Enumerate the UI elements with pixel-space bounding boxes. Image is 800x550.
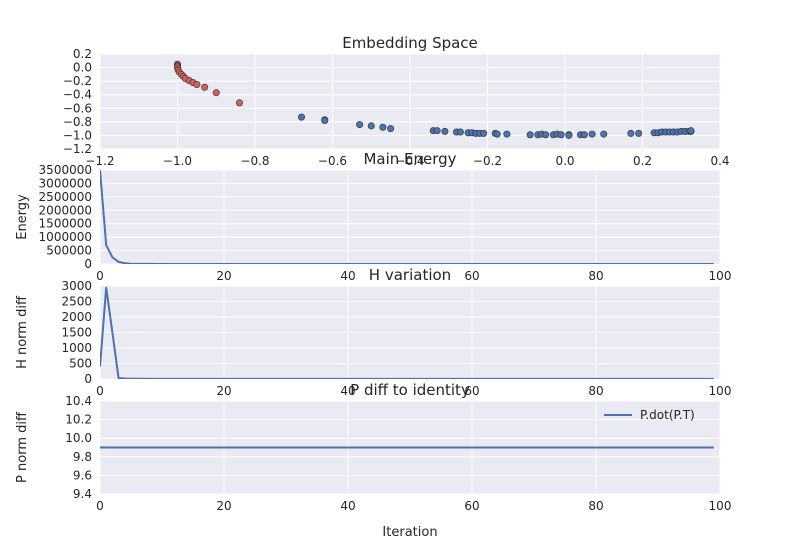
scatter-point: [635, 129, 643, 137]
series-line: [100, 170, 714, 264]
chart-title: H variation: [369, 266, 451, 284]
scatter-point: [503, 130, 511, 138]
y-tick-label: 2000000: [39, 203, 92, 217]
x-tick-label: 100: [709, 384, 732, 398]
x-tick-label: 80: [588, 499, 603, 513]
y-tick-label: −0.8: [63, 115, 92, 129]
scatter-point: [542, 131, 550, 139]
x-tick-label: 20: [216, 269, 231, 283]
scatter-point: [379, 123, 387, 131]
scatter-point: [480, 129, 488, 137]
y-axis-label: H norm diff: [15, 295, 30, 369]
scatter-point: [493, 130, 501, 138]
x-axis-label: Iteration: [382, 525, 437, 540]
y-tick-label: 10.2: [65, 413, 92, 427]
x-tick-label: −0.4: [395, 154, 424, 168]
chart-title: Embedding Space: [342, 34, 478, 52]
scatter-point: [356, 121, 364, 129]
y-tick-label: 9.6: [73, 468, 92, 482]
series-line: [100, 286, 714, 379]
plot-area-1: [100, 170, 720, 264]
y-tick-label: 9.8: [73, 450, 92, 464]
scatter-point: [456, 128, 464, 136]
x-tick-label: 100: [709, 269, 732, 283]
y-tick-label: −0.6: [63, 101, 92, 115]
x-tick-label: 0: [96, 384, 104, 398]
x-tick-label: 0: [96, 499, 104, 513]
y-tick-label: 10.0: [65, 431, 92, 445]
x-tick-label: 60: [464, 499, 479, 513]
x-tick-label: 40: [340, 499, 355, 513]
chart-title: Main Energy: [363, 150, 456, 168]
x-tick-label: 80: [588, 269, 603, 283]
x-tick-label: 20: [216, 384, 231, 398]
y-axis-label: P norm diff: [15, 411, 30, 483]
x-tick-label: 20: [216, 499, 231, 513]
y-tick-label: 10.4: [65, 394, 92, 408]
y-tick-label: 9.4: [73, 487, 92, 501]
scatter-point: [565, 131, 573, 139]
y-tick-label: 0: [84, 257, 92, 271]
y-tick-label: 0.2: [73, 47, 92, 61]
scatter-point: [236, 99, 244, 107]
scatter-point: [600, 130, 608, 138]
y-tick-label: −1.0: [63, 128, 92, 142]
scatter-point: [627, 129, 635, 137]
y-tick-label: 2000: [61, 310, 92, 324]
scatter-point: [557, 131, 565, 139]
scatter-point: [588, 130, 596, 138]
y-tick-label: 500: [69, 357, 92, 371]
x-tick-label: −1.2: [85, 154, 114, 168]
x-tick-label: −1.0: [163, 154, 192, 168]
scatter-point: [367, 122, 375, 130]
x-tick-label: −0.8: [240, 154, 269, 168]
y-tick-label: −1.2: [63, 142, 92, 156]
x-tick-label: −0.6: [318, 154, 347, 168]
y-tick-label: 1000000: [39, 230, 92, 244]
y-axis-label: Energy: [15, 194, 30, 240]
y-tick-label: 3500000: [39, 163, 92, 177]
x-tick-label: −0.2: [473, 154, 502, 168]
y-tick-label: 1000: [61, 341, 92, 355]
x-tick-label: 40: [340, 384, 355, 398]
x-tick-label: 0.2: [633, 154, 652, 168]
scatter-point: [441, 127, 449, 135]
y-tick-label: 1500: [61, 326, 92, 340]
scatter-point: [201, 83, 209, 91]
legend-entry: P.dot(P.T): [640, 408, 695, 422]
x-tick-label: 100: [709, 499, 732, 513]
y-tick-label: 500000: [46, 244, 92, 258]
scatter-point: [687, 127, 695, 135]
scatter-point: [321, 117, 329, 125]
x-tick-label: 60: [464, 269, 479, 283]
scatter-point: [297, 113, 305, 121]
scatter-point: [526, 131, 534, 139]
y-tick-label: 2500: [61, 295, 92, 309]
y-tick-label: 2500000: [39, 190, 92, 204]
y-tick-label: 1500000: [39, 217, 92, 231]
y-tick-label: 0.0: [73, 61, 92, 75]
chart-title: P diff to identity: [350, 381, 470, 399]
x-tick-label: 80: [588, 384, 603, 398]
y-tick-label: 3000000: [39, 176, 92, 190]
y-tick-label: 3000: [61, 279, 92, 293]
x-tick-label: 0.4: [710, 154, 729, 168]
scatter-point: [212, 89, 220, 97]
y-tick-label: 0: [84, 372, 92, 386]
scatter-point: [387, 125, 395, 133]
x-tick-label: 0: [96, 269, 104, 283]
x-tick-label: 60: [464, 384, 479, 398]
scatter-point: [580, 131, 588, 139]
x-tick-label: 40: [340, 269, 355, 283]
y-tick-label: −0.4: [63, 88, 92, 102]
scatter-point: [193, 81, 201, 89]
x-tick-label: 0.0: [555, 154, 574, 168]
scatter-point: [433, 127, 441, 135]
y-tick-label: −0.2: [63, 74, 92, 88]
